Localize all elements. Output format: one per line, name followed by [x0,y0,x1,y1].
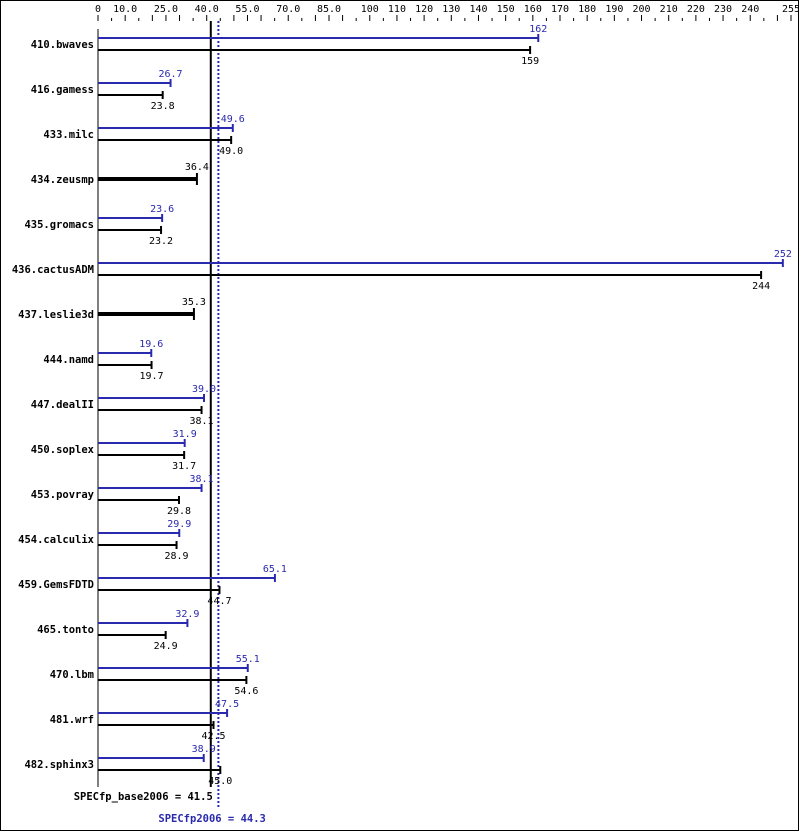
base-value-label: 29.8 [167,506,191,517]
x-tick-label: 0 [95,4,101,15]
x-tick-label: 190 [605,4,623,15]
peak-value-label: 31.9 [173,429,197,440]
peak-value-label: 47.5 [215,699,239,710]
benchmark-label: 410.bwaves [31,39,94,51]
peak-value-label: 38.9 [192,744,216,755]
x-tick-label: 10.0 [113,4,137,15]
x-tick-label: 210 [660,4,678,15]
benchmark-label: 435.gromacs [24,219,94,231]
benchmark-label: 436.cactusADM [12,264,94,276]
peak-value-label: 38.1 [189,474,213,485]
peak-value-label: 49.6 [221,114,245,125]
benchmark-label: 465.tonto [37,624,94,636]
x-tick-label: 55.0 [235,4,259,15]
benchmark-label: 434.zeusmp [31,174,94,186]
base-value-label: 35.3 [182,297,206,308]
base-value-label: 19.7 [139,371,163,382]
x-tick-label: 100 [361,4,379,15]
base-value-label: 28.9 [164,551,188,562]
benchmark-label: 437.leslie3d [18,309,94,321]
base-value-label: 24.9 [154,641,178,652]
x-tick-label: 150 [497,4,515,15]
base-value-label: 23.8 [151,101,175,112]
base-value-label: 44.7 [207,596,231,607]
base-value-label: 38.1 [189,416,213,427]
benchmark-label: 453.povray [31,489,95,501]
peak-value-label: 162 [529,24,547,35]
benchmark-label: 459.GemsFDTD [18,579,94,591]
x-tick-label: 85.0 [317,4,341,15]
base-value-label: 159 [521,56,539,67]
benchmark-label: 470.lbm [50,669,94,681]
x-tick-label: 120 [415,4,433,15]
x-tick-label: 140 [469,4,487,15]
x-tick-label: 160 [524,4,542,15]
base-value-label: 23.2 [149,236,173,247]
base-value-label: 54.6 [234,686,258,697]
benchmark-label: 447.dealII [31,399,94,411]
peak-value-label: 39.0 [192,384,216,395]
x-tick-label: 40.0 [195,4,219,15]
x-tick-label: 255 [782,4,798,15]
peak-value-label: 26.7 [159,69,183,80]
peak-value-label: 55.1 [236,654,260,665]
x-tick-label: 130 [442,4,460,15]
base-value-label: 36.4 [185,162,209,173]
x-tick-label: 200 [632,4,650,15]
base-value-label: 244 [752,281,770,292]
x-tick-label: 25.0 [154,4,178,15]
peak-value-label: 65.1 [263,564,287,575]
peak-value-label: 29.9 [167,519,191,530]
benchmark-label: 433.milc [43,129,94,141]
base-value-label: 45.0 [208,776,232,787]
peak-value-label: 23.6 [150,204,174,215]
base-reference-label: SPECfp_base2006 = 41.5 [74,791,213,803]
benchmark-label: 482.sphinx3 [24,759,94,771]
peak-value-label: 19.6 [139,339,163,350]
benchmark-label: 416.gamess [31,84,94,96]
peak-value-label: 32.9 [175,609,199,620]
benchmark-label: 481.wrf [50,714,94,726]
base-value-label: 31.7 [172,461,196,472]
base-value-label: 49.0 [219,146,243,157]
x-tick-label: 240 [741,4,759,15]
peak-value-label: 252 [774,249,792,260]
x-tick-label: 220 [687,4,705,15]
x-tick-label: 70.0 [276,4,300,15]
base-value-label: 42.5 [201,731,225,742]
x-tick-label: 110 [388,4,406,15]
x-tick-label: 170 [551,4,569,15]
x-tick-label: 230 [714,4,732,15]
benchmark-label: 450.soplex [31,444,95,456]
peak-reference-label: SPECfp2006 = 44.3 [158,813,265,825]
benchmark-label: 454.calculix [18,534,95,546]
benchmark-label: 444.namd [43,354,94,366]
x-tick-label: 180 [578,4,596,15]
